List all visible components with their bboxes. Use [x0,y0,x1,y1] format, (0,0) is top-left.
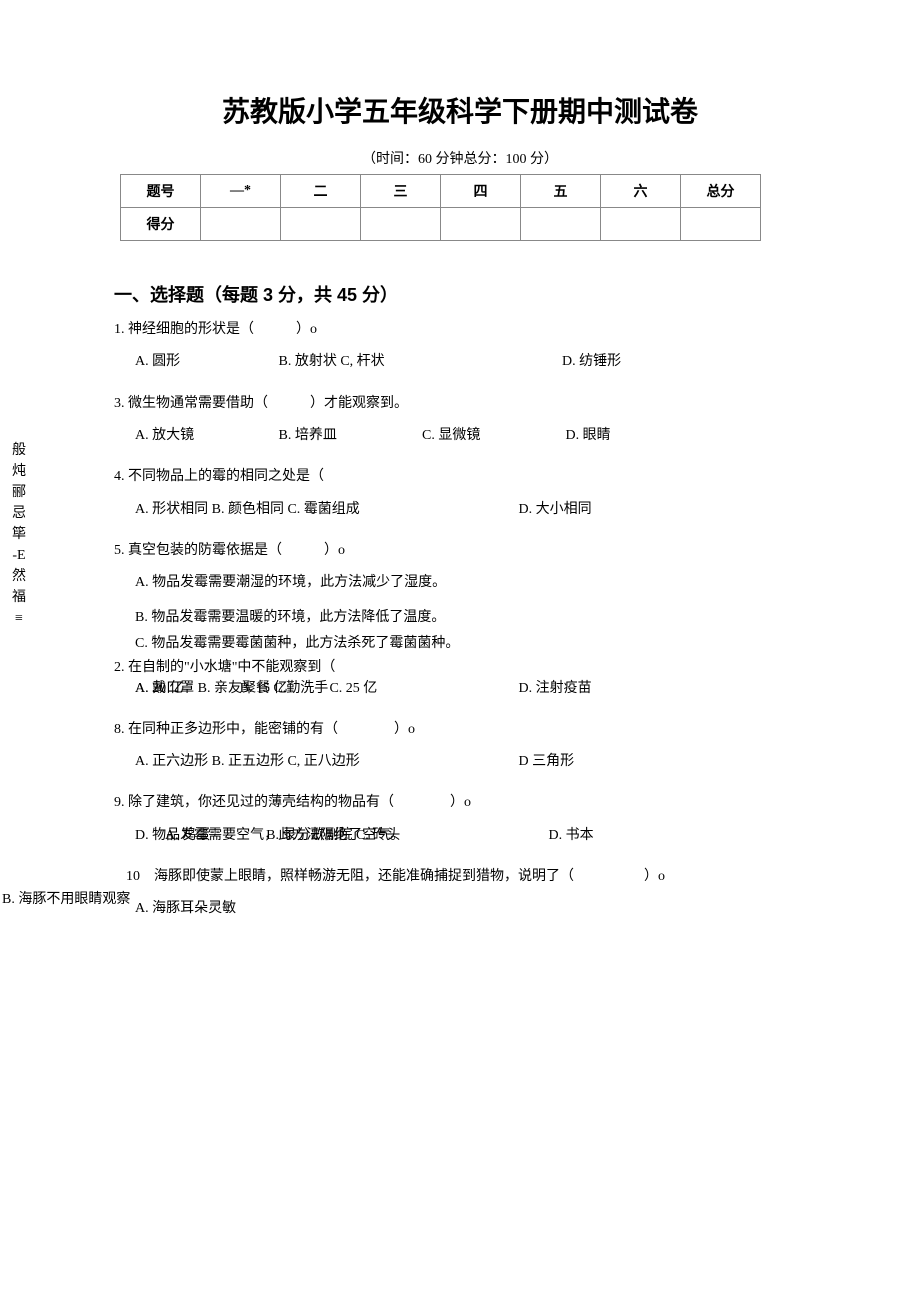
score-cell [601,208,681,241]
table-row: 得分 [121,208,761,241]
option-a: A. 圆形 [135,349,275,374]
question-10-options: A. 海豚耳朵灵敏 [135,896,810,921]
option-abc: A. 正六边形 B. 正五边形 C, 正八边形 [135,749,515,774]
question-2-overlay: 2. 在自制的"小水塘"中不能观察到（ [114,656,335,676]
q10-option-b-overlay: B. 海豚不用眼睛观察 [2,888,130,908]
option-a: A. 物品发霉需要潮湿的环境，此方法减少了湿度。 [135,570,810,595]
option-c: C. 显微镜 [422,423,562,448]
score-cell [361,208,441,241]
option-abc: A. 20 亿 B. 15 亿 C. 25 亿 A. 戴口罩 B. 亲友聚餐 C… [135,676,515,701]
option-abc: A. 形状相同 B. 颜色相同 C. 霉菌组成 [135,497,515,522]
score-cell [281,208,361,241]
header-cell: —* [201,175,281,208]
score-cell [681,208,761,241]
option-bc: B. 放射状 C, 杆状 [279,349,559,374]
score-table: 题号 —* 二 三 四 五 六 总分 得分 [120,174,761,241]
side-vertical-text: 般 炖 郦 忌 筚 -E 然 福 ≡ [10,440,28,629]
header-cell: 题号 [121,175,201,208]
question-8: 8. 在同种正多边形中，能密铺的有（ ）o [114,719,810,741]
exam-subtitle: （时间：60 分钟总分：100 分） [110,148,810,168]
score-cell [201,208,281,241]
question-1-options: A. 圆形 B. 放射状 C, 杆状 D. 纺锤形 [135,349,810,374]
question-4-options: A. 形状相同 B. 颜色相同 C. 霉菌组成 D. 大小相同 [135,497,810,522]
question-5: 5. 真空包装的防霉依据是（ ）o [114,540,810,562]
header-cell: 五 [521,175,601,208]
question-3-options: A. 放大镜 B. 培养皿 C. 显微镜 D. 眼睛 [135,423,810,448]
question-9: 9. 除了建筑，你还见过的薄壳结构的物品有（ ）o [114,792,810,814]
question-4: 4. 不同物品上的霉的相同之处是（ [114,466,810,488]
option-d: D. 大小相同 [519,497,659,522]
option-a: A. 放大镜 [135,423,275,448]
score-cell [441,208,521,241]
header-cell: 三 [361,175,441,208]
question-5-options: A. 物品发霉需要潮湿的环境，此方法减少了湿度。 B. 物品发霉需要温暖的环境，… [135,570,810,656]
q10-text: 10 海豚即使蒙上眼睛，照样畅游无阻，还能准确捕捉到猎物，说明了（ ）o [126,869,665,884]
table-row: 题号 —* 二 三 四 五 六 总分 [121,175,761,208]
header-cell: 六 [601,175,681,208]
option-b: B. 物品发霉需要温暖的环境，此方法降低了温度。 [135,605,810,630]
option-b: B. 培养皿 [279,423,419,448]
exam-title: 苏教版小学五年级科学下册期中测试卷 [110,90,810,130]
section-title: 一、选择题（每题 3 分，共 45 分） [114,281,810,307]
question-9-options: D. 物品发霉需要空气，此方法隔绝了空气。 A. 鸡蛋 B. 录分歌剧院 C. … [135,823,810,848]
option-c: C. 物品发霉需要霉菌菌种，此方法杀死了霉菌菌种。 [135,631,810,656]
score-cell [521,208,601,241]
question-1: 1. 神经细胞的形状是（ ）o [114,319,810,341]
header-cell: 总分 [681,175,761,208]
option-d: D. 眼睛 [566,423,706,448]
overlap-text: A. 20 亿 B. 15 亿 C. 25 亿 [135,676,377,701]
header-cell: 四 [441,175,521,208]
option-d: D. 注射疫苗 [519,676,659,701]
score-label: 得分 [121,208,201,241]
question-6-options: A. 20 亿 B. 15 亿 C. 25 亿 A. 戴口罩 B. 亲友聚餐 C… [135,676,810,701]
question-3: 3. 微生物通常需要借助（ ）才能观察到。 [114,393,810,415]
option-d-overlay: D. 物品发霉需要空气，此方法隔绝了空气。 [135,823,404,848]
option-a: A. 海豚耳朵灵敏 [135,896,236,921]
option-d: D. 纺锤形 [562,349,702,374]
question-8-options: A. 正六边形 B. 正五边形 C, 正八边形 D 三角形 [135,749,810,774]
option-d: D 三角形 [519,749,659,774]
question-10: 10 海豚即使蒙上眼睛，照样畅游无阻，还能准确捕捉到猎物，说明了（ ）o [114,866,810,888]
header-cell: 二 [281,175,361,208]
option-d: D. 书本 [549,823,689,848]
